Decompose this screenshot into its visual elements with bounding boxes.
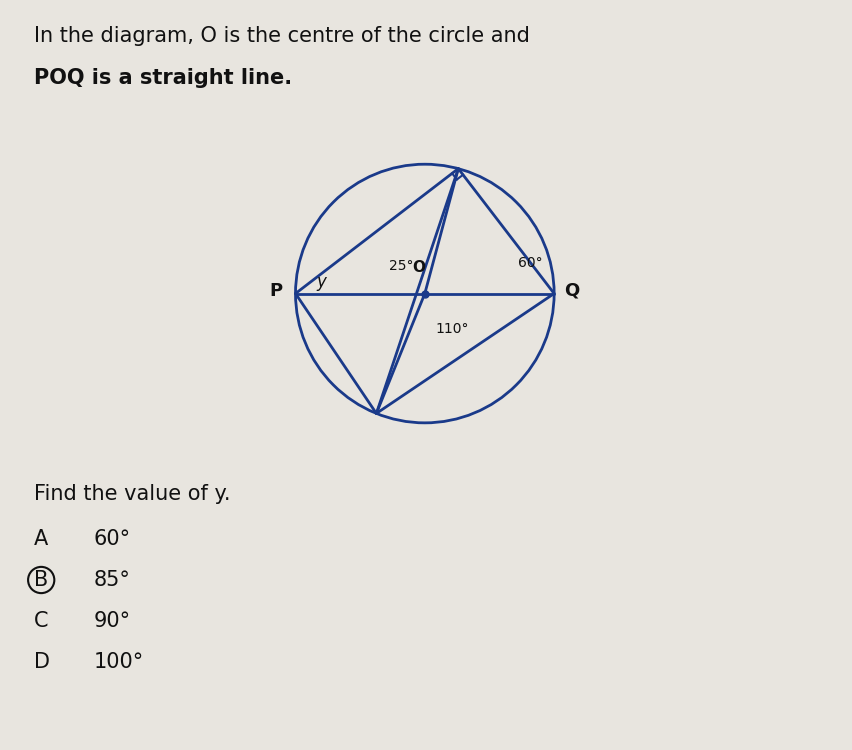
Text: O: O — [412, 260, 425, 275]
Text: In the diagram, O is the centre of the circle and: In the diagram, O is the centre of the c… — [34, 26, 530, 46]
Text: 60°: 60° — [518, 256, 543, 270]
Text: POQ is a straight line.: POQ is a straight line. — [34, 68, 292, 88]
Text: D: D — [34, 652, 50, 673]
Text: 25°: 25° — [389, 259, 414, 273]
Text: P: P — [269, 282, 283, 300]
Text: 100°: 100° — [94, 652, 144, 673]
Text: 110°: 110° — [435, 322, 469, 336]
Text: C: C — [34, 611, 49, 632]
Text: 90°: 90° — [94, 611, 131, 632]
Text: B: B — [34, 570, 49, 590]
Text: A: A — [34, 529, 49, 549]
Text: 60°: 60° — [94, 529, 131, 549]
Text: Q: Q — [565, 282, 579, 300]
Text: Find the value of y.: Find the value of y. — [34, 484, 231, 504]
Text: y: y — [316, 273, 326, 291]
Text: 85°: 85° — [94, 570, 130, 590]
